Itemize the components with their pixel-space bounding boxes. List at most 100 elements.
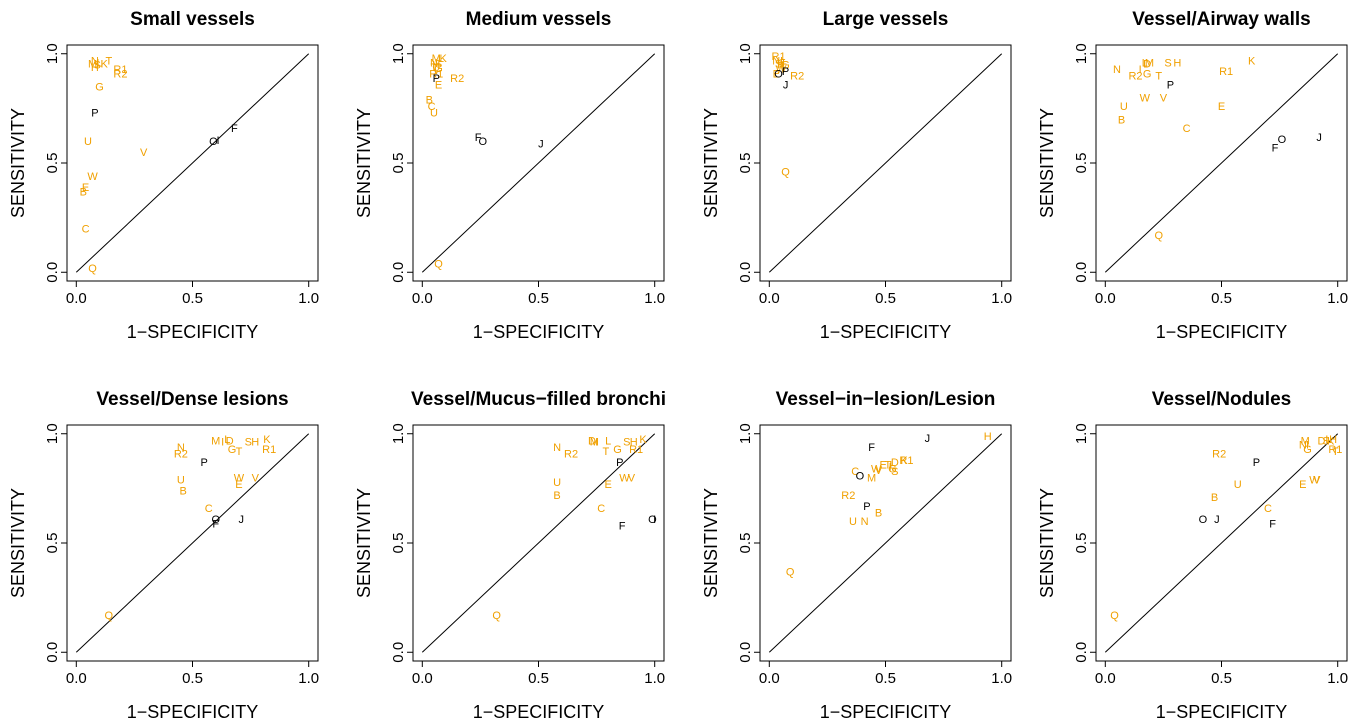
data-point-label: U (1120, 101, 1128, 113)
y-axis-label: SENSITIVITY (1037, 108, 1057, 218)
data-point-label: H (630, 436, 638, 448)
data-point-label: J (538, 138, 544, 150)
chance-diagonal-line (1104, 53, 1339, 273)
data-point-label: D (891, 457, 899, 469)
data-point-label: B (180, 486, 187, 498)
chance-diagonal-line (768, 53, 1003, 273)
data-point-label: K (1248, 55, 1256, 67)
data-point-label: E (435, 79, 442, 91)
chance-diagonal-line (75, 433, 310, 653)
y-tick-label: 0.0 (1073, 262, 1090, 283)
data-point-label: W (619, 472, 630, 484)
data-point-label: H (251, 436, 259, 448)
panel-title: Vessel/Mucus−filled bronchi (411, 389, 666, 410)
data-point-label: R2 (174, 448, 188, 460)
data-point-label: C (1264, 503, 1272, 515)
x-tick-label: 0.5 (1211, 670, 1232, 687)
data-point-label: P (91, 108, 98, 120)
panel-title: Vessel/Nodules (1152, 389, 1291, 410)
y-tick-label: 0.0 (390, 642, 407, 663)
data-point-label: D (588, 435, 596, 447)
y-tick-label: 0.0 (390, 262, 407, 283)
data-point-label: O (774, 68, 783, 80)
data-point-label: D (1317, 435, 1325, 447)
data-point-label: B (553, 490, 560, 502)
data-point-label: F (231, 123, 238, 135)
data-point-label: E (82, 182, 89, 194)
y-axis-label: SENSITIVITY (701, 108, 721, 218)
x-tick-label: 0.0 (412, 670, 433, 687)
data-point-label: D (226, 435, 234, 447)
data-point-label: O (1278, 134, 1287, 146)
data-point-label: Q (105, 610, 114, 622)
data-point-label: O (211, 514, 220, 526)
data-point-label: V (875, 465, 883, 477)
x-tick-label: 1.0 (991, 670, 1012, 687)
data-point-label: L (224, 434, 230, 446)
data-point-label: S (623, 436, 630, 448)
y-tick-label: 0.5 (44, 153, 61, 174)
x-tick-label: 1.0 (298, 290, 319, 307)
data-point-label: Q (1154, 230, 1163, 242)
data-point-label: D (1143, 59, 1151, 71)
data-point-label: U (1234, 479, 1242, 491)
y-tick-label: 0.5 (44, 533, 61, 554)
panel-title: Medium vessels (466, 9, 612, 30)
data-point-label: H (432, 60, 440, 72)
y-tick-label: 1.0 (1073, 423, 1090, 444)
data-point-label: K (1327, 435, 1335, 447)
data-point-label: G (434, 63, 443, 75)
data-point-label: K (777, 60, 785, 72)
data-point-label: P (1167, 79, 1174, 91)
data-point-label: M (867, 472, 876, 484)
data-point-label: Q (492, 610, 501, 622)
data-point-label: R2 (1212, 448, 1226, 460)
x-tick-label: 0.5 (875, 670, 896, 687)
data-point-label: R1 (113, 64, 127, 76)
data-point-label: B (875, 507, 882, 519)
roc-panel: Small vessels 0.0 0.5 1.0 0.0 0.5 1.0 1−SPECIFI… (8, 9, 319, 342)
data-point-label: H (984, 431, 992, 443)
data-point-label: N (91, 55, 99, 67)
x-tick-label: 0.0 (759, 670, 780, 687)
data-point-label: O (209, 136, 218, 148)
data-point-label: N (861, 516, 869, 528)
panel-title: Vessel/Airway walls (1132, 9, 1311, 30)
data-point-label: M (1301, 435, 1310, 447)
data-point-label: J (1214, 514, 1220, 526)
data-point-label: N (1113, 64, 1121, 76)
data-point-label: N (1299, 440, 1307, 452)
x-tick-label: 0.5 (875, 290, 896, 307)
data-point-label: W (1309, 475, 1320, 487)
data-point-label: V (140, 147, 148, 159)
y-tick-label: 0.5 (1073, 153, 1090, 174)
data-point-label: L (605, 435, 611, 447)
data-point-label: I (653, 514, 656, 526)
data-point-label: I (889, 462, 892, 474)
data-point-label: C (205, 503, 213, 515)
data-point-label: F (212, 518, 219, 530)
data-point-label: O (478, 136, 487, 148)
x-tick-label: 1.0 (1327, 670, 1348, 687)
panel-title: Large vessels (823, 9, 949, 30)
x-tick-label: 1.0 (1327, 290, 1348, 307)
data-point-label: T (1332, 446, 1339, 458)
data-point-label: F (1269, 518, 1276, 530)
data-point-label: E (880, 459, 887, 471)
y-tick-label: 0.5 (1073, 533, 1090, 554)
data-point-label: C (428, 101, 436, 113)
data-point-label: Q (1110, 610, 1119, 622)
data-point-label: T (884, 459, 891, 471)
data-point-label: G (781, 60, 790, 72)
data-point-label: E (1218, 101, 1225, 113)
y-tick-label: 0.5 (390, 533, 407, 554)
data-point-label: F (1272, 143, 1279, 155)
data-point-label: R1 (629, 444, 643, 456)
roc-panel: Vessel−in−lesion/Lesion 0.0 0.5 1.0 0.0 0.5 1.… (701, 389, 1012, 722)
data-point-label: I (1139, 64, 1142, 76)
data-point-label: U (84, 136, 92, 148)
x-tick-label: 0.0 (412, 290, 433, 307)
data-point-label: E (605, 479, 612, 491)
x-tick-label: 1.0 (644, 290, 665, 307)
